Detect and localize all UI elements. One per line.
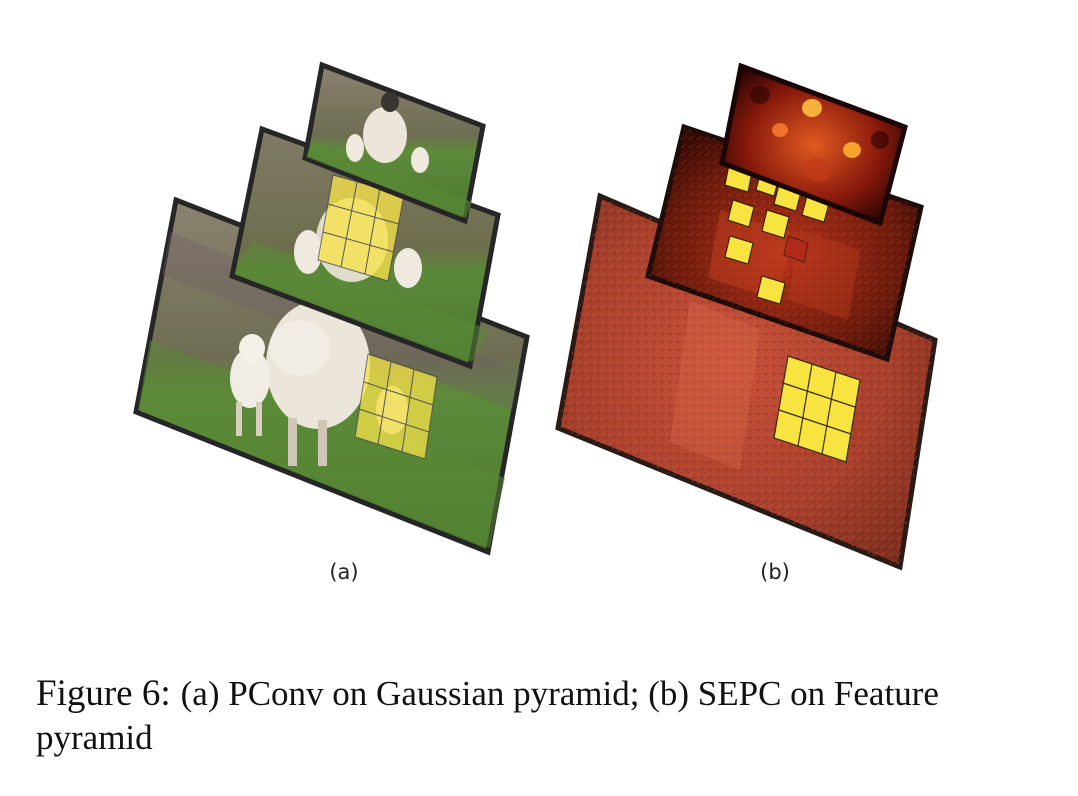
figure-illustration [133,61,938,571]
lamb-shape [230,348,270,408]
pyramid-level-middle-image [229,125,501,370]
panel-b-feature-pyramid [555,62,938,571]
panel-a-gaussian-pyramid [133,61,530,556]
subfigure-label-a: (a) [329,560,359,584]
caption-text: (a) PConv on Gaussian pyramid; (b) SEPC … [36,674,939,757]
feature-level-top-heatmap [719,62,908,227]
kernel-grid-3x3 [354,353,438,460]
deformable-sample-points [724,164,830,305]
pyramid-level-top-image [302,61,486,225]
subfigure-label-b: (b) [760,560,790,584]
caption-figure-number: Figure 6: [36,673,171,714]
figure-caption: Figure 6: (a) PConv on Gaussian pyramid; … [36,672,1046,760]
kernel-grid-3x3 [773,355,861,463]
